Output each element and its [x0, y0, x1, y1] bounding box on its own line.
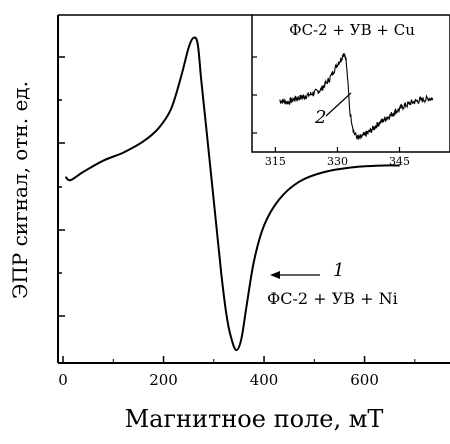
series-2-line	[279, 52, 434, 141]
series-2-pointer	[325, 92, 352, 117]
series-1-number: 1	[333, 260, 344, 281]
inset-x-ticks: 315 330 345	[265, 147, 410, 168]
inset-x-tick-label: 330	[327, 155, 348, 168]
inset-x-tick-label: 345	[389, 155, 410, 168]
main-y-ticks	[58, 56, 65, 317]
main-x-tick-label: 200	[149, 371, 178, 389]
series-2-number: 2	[314, 107, 326, 128]
inset-frame	[251, 14, 450, 153]
series-1-line	[64, 36, 400, 352]
inset-y-ticks	[252, 56, 257, 134]
inset-series	[279, 52, 434, 141]
main-x-ticks: 0 200 400 600	[58, 356, 416, 389]
x-axis-label: Магнитное поле, мТ	[125, 405, 384, 433]
inset-title: ФС-2 + УВ + Cu	[289, 21, 415, 39]
main-x-tick-label: 600	[350, 371, 379, 389]
series-1-annotation: ФС-2 + УВ + Ni	[267, 289, 398, 308]
series-1-arrowhead	[270, 271, 280, 279]
main-x-tick-label: 0	[58, 371, 68, 389]
main-series	[64, 36, 400, 352]
y-axis-label: ЭПР сигнал, отн. ед.	[8, 81, 32, 299]
inset-x-tick-label: 315	[265, 155, 286, 168]
main-x-tick-label: 400	[250, 371, 279, 389]
